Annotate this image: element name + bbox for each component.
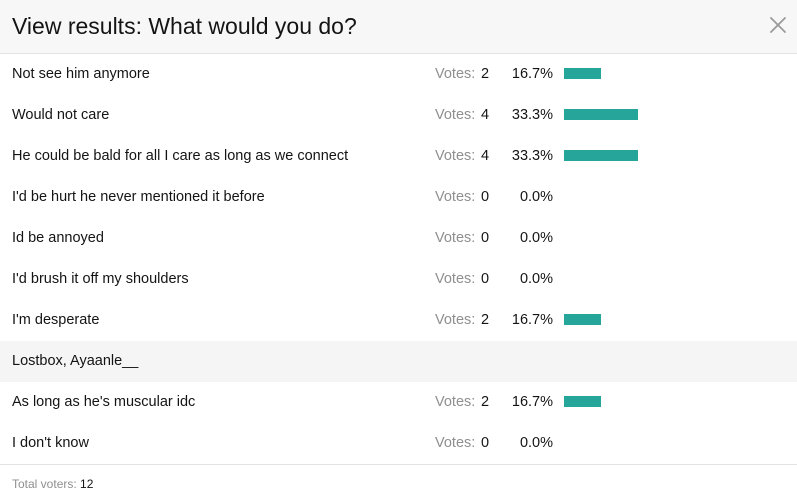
poll-option-row: I'm desperate Votes: 2 16.7% [0, 300, 797, 341]
votes-label: Votes: [435, 271, 476, 287]
votes-count: 0 [481, 230, 490, 246]
votes-count: 0 [481, 189, 490, 205]
votes-label: Votes: [435, 394, 476, 410]
votes-count: 0 [481, 435, 490, 451]
close-icon-glyph [770, 17, 786, 33]
vote-percentage: 16.7% [511, 66, 553, 82]
votes-count: 0 [481, 271, 490, 287]
poll-option-row: Id be annoyed Votes: 0 0.0% [0, 218, 797, 259]
vote-percentage: 33.3% [511, 107, 553, 123]
poll-option-label: As long as he's muscular idc [12, 394, 196, 410]
poll-option-label: Not see him anymore [12, 66, 150, 82]
votes-count: 2 [481, 66, 490, 82]
votes-count: 2 [481, 312, 490, 328]
vote-percentage-bar [564, 396, 601, 407]
vote-percentage: 33.3% [511, 148, 553, 164]
votes-label: Votes: [435, 66, 476, 82]
poll-results-list: Not see him anymore Votes: 2 16.7% Would not… [0, 54, 797, 464]
votes-count: 4 [481, 148, 490, 164]
total-voters-value: 12 [80, 477, 94, 491]
votes-label: Votes: [435, 230, 476, 246]
poll-option-row: Would not care Votes: 4 33.3% [0, 95, 797, 136]
poll-option-label: He could be bald for all I care as long … [12, 148, 349, 164]
votes-label: Votes: [435, 312, 476, 328]
votes-count: 2 [481, 394, 490, 410]
poll-option-row: As long as he's muscular idc Votes: 2 16.7% [0, 382, 797, 423]
total-voters: Total voters: 12 [12, 476, 93, 492]
poll-option-label: I don't know [12, 435, 89, 451]
vote-percentage: 0.0% [519, 189, 553, 205]
poll-option-label: I'd brush it off my shoulders [12, 271, 189, 287]
total-voters-label: Total voters: [12, 477, 77, 491]
dialog-title: View results: What would you do? [12, 13, 357, 39]
votes-label: Votes: [435, 107, 476, 123]
poll-option-row: He could be bald for all I care as long … [0, 136, 797, 177]
dialog-header: View results: What would you do? [0, 0, 797, 54]
voters-list[interactable]: Lostbox, Ayaanle__ [12, 353, 139, 369]
close-icon[interactable] [769, 16, 787, 34]
poll-option-row: I'd be hurt he never mentioned it before… [0, 177, 797, 218]
vote-percentage: 0.0% [519, 230, 553, 246]
vote-percentage: 0.0% [519, 435, 553, 451]
poll-option-label: I'd be hurt he never mentioned it before [12, 189, 265, 205]
vote-percentage: 16.7% [511, 394, 553, 410]
poll-option-row: I don't know Votes: 0 0.0% [0, 423, 797, 464]
vote-percentage-bar [564, 314, 601, 325]
votes-label: Votes: [435, 148, 476, 164]
poll-option-label: Id be annoyed [12, 230, 104, 246]
voters-list-row: Lostbox, Ayaanle__ [0, 341, 797, 382]
poll-option-row: Not see him anymore Votes: 2 16.7% [0, 54, 797, 95]
poll-option-row: I'd brush it off my shoulders Votes: 0 0.0% [0, 259, 797, 300]
vote-percentage-bar [564, 68, 601, 79]
vote-percentage-bar [564, 109, 638, 120]
vote-percentage: 0.0% [519, 271, 553, 287]
vote-percentage-bar [564, 150, 638, 161]
votes-label: Votes: [435, 189, 476, 205]
votes-count: 4 [481, 107, 490, 123]
poll-option-label: I'm desperate [12, 312, 100, 328]
votes-label: Votes: [435, 435, 476, 451]
vote-percentage: 16.7% [511, 312, 553, 328]
dialog-footer: Total voters: 12 [0, 464, 797, 503]
poll-option-label: Would not care [12, 107, 110, 123]
